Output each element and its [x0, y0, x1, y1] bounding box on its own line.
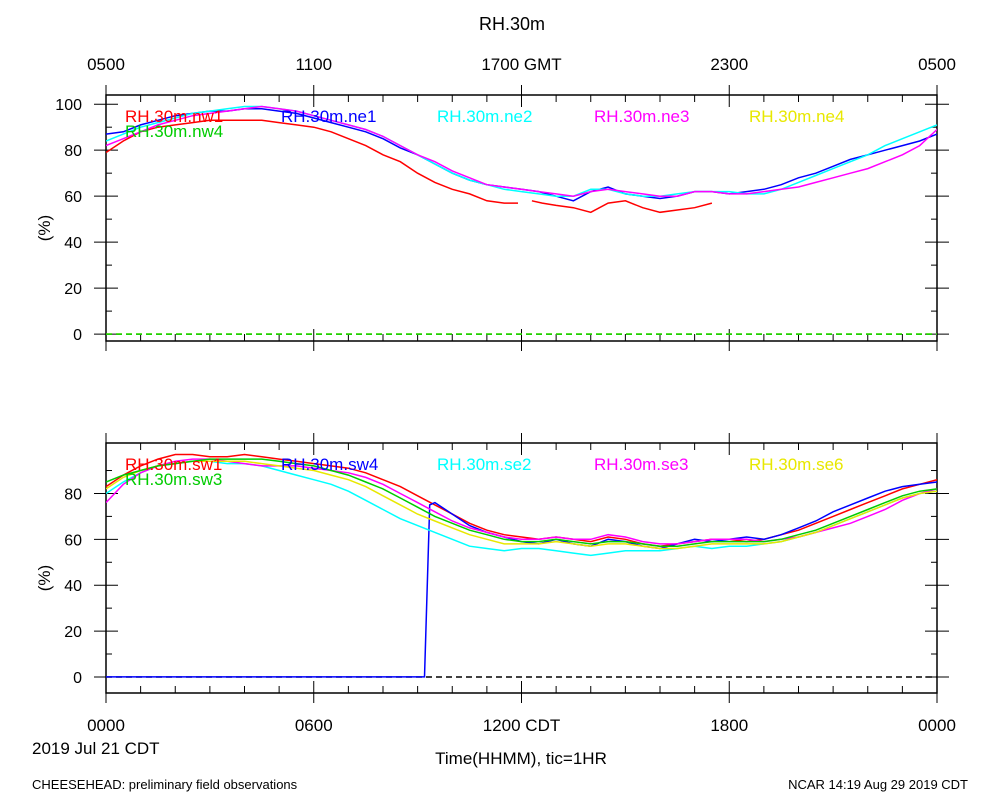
chart-panel-2: 0 20 40 60 80 (%) 0000 0600 1200 CDT 1800 0000 RH.3…: [35, 433, 956, 735]
series-line-RH-30m-sw4: [106, 481, 937, 678]
footer-left: CHEESEHEAD: preliminary field observatio…: [32, 777, 298, 792]
y-tick-label: 40: [64, 235, 82, 252]
top-axis-tick-label: 0500: [918, 55, 956, 74]
series-line-RH-30m-ne2: [106, 105, 937, 197]
series-group: [106, 105, 937, 335]
top-axis-tick-label: 2300: [710, 55, 748, 74]
chart-panel-1: 0 20 40 60 80 100 (%) 0500 1100 1700 GMT 2300 0500 R…: [35, 55, 956, 351]
legend-entry: RH.30m.se6: [749, 455, 843, 474]
top-axis-tick-label: 1100: [295, 55, 332, 74]
legend-entry: RH.30m.sw4: [281, 455, 378, 474]
footer-right: NCAR 14:19 Aug 29 2019 CDT: [788, 777, 968, 792]
y-axis-label: (%): [35, 565, 54, 591]
series-line-RH-30m-sw1: [106, 453, 937, 547]
y-tick-label: 0: [73, 670, 82, 687]
plot-frame: [105, 442, 938, 694]
series-line-RH-30m-se6: [106, 460, 937, 550]
chart-panels: 0 20 40 60 80 100 (%) 0500 1100 1700 GMT 2300 0500 R…: [35, 55, 956, 735]
series-line-RH-30m-ne3: [106, 105, 937, 197]
series-line-RH-30m-sw3: [106, 458, 937, 547]
bottom-axis-tick-label: 1800: [710, 716, 748, 735]
legend-entry: RH.30m.se3: [594, 455, 688, 474]
figure-title: RH.30m: [479, 14, 545, 34]
legend-entry: RH.30m.sw3: [125, 470, 222, 489]
legend-entry: RH.30m.ne4: [749, 107, 844, 126]
legend-entry: RH.30m.ne2: [437, 107, 532, 126]
bottom-axis-tick-label: 0000: [918, 716, 956, 735]
y-tick-label: 100: [55, 97, 82, 114]
y-tick-label: 80: [64, 143, 82, 160]
y-tick-label: 20: [64, 281, 82, 298]
series-line-RH-30m-nw1: [531, 200, 713, 214]
legend-entry: RH.30m.ne1: [281, 107, 376, 126]
y-tick-label: 80: [64, 486, 82, 503]
bottom-axis-tick-label: 1200 CDT: [483, 716, 560, 735]
y-tick-label: 60: [64, 532, 82, 549]
plot-frame: [105, 94, 938, 342]
y-tick-label: 20: [64, 624, 82, 641]
legend-entry: RH.30m.sw1: [125, 455, 222, 474]
series-group: [106, 453, 937, 678]
y-tick-label: 40: [64, 578, 82, 595]
top-axis-tick-label: 0500: [87, 55, 125, 74]
top-axis-tick-label: 1700 GMT: [481, 55, 561, 74]
legend-entry: RH.30m.se2: [437, 455, 531, 474]
x-axis-label: Time(HHMM), tic=1HR: [435, 749, 607, 768]
legend-entry: RH.30m.nw1: [125, 107, 223, 126]
bottom-axis-tick-label: 0600: [295, 716, 333, 735]
date-label: 2019 Jul 21 CDT: [32, 739, 160, 758]
legend-entry: RH.30m.nw4: [125, 122, 223, 141]
y-tick-label: 60: [64, 189, 82, 206]
bottom-axis-tick-label: 0000: [87, 716, 125, 735]
y-tick-label: 0: [73, 327, 82, 344]
y-axis-label: (%): [35, 215, 54, 241]
series-line-RH-30m-nw1: [106, 119, 518, 204]
legend-entry: RH.30m.ne3: [594, 107, 689, 126]
